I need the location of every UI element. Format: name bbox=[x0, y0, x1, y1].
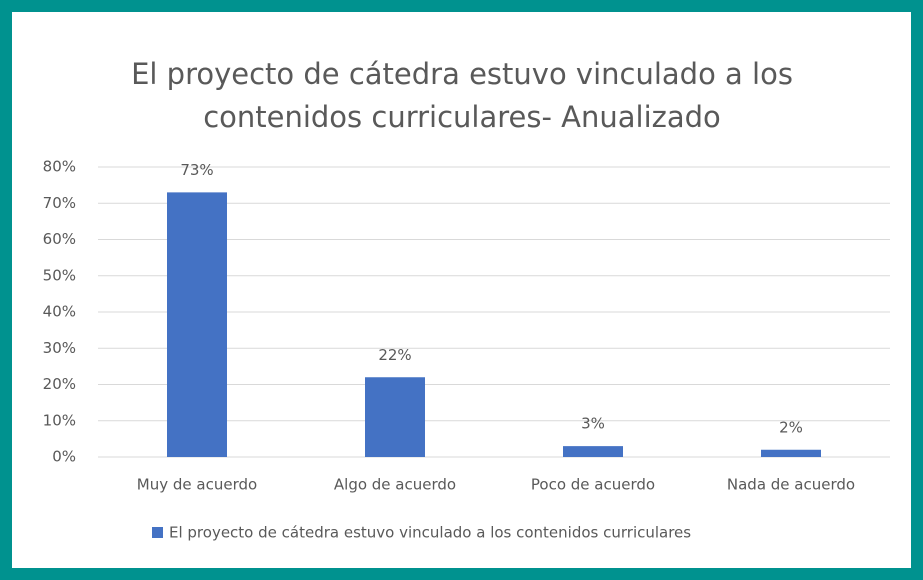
bar bbox=[167, 192, 227, 457]
y-tick-label: 80% bbox=[43, 158, 76, 176]
chart-title: contenidos curriculares- Anualizado bbox=[203, 100, 721, 134]
bar bbox=[365, 377, 425, 457]
y-tick-label: 30% bbox=[43, 339, 76, 357]
data-label: 3% bbox=[581, 415, 605, 433]
legend-label: El proyecto de cátedra estuvo vinculado … bbox=[169, 524, 691, 542]
chart-title: El proyecto de cátedra estuvo vinculado … bbox=[131, 57, 793, 91]
data-label: 73% bbox=[180, 161, 213, 179]
y-tick-label: 70% bbox=[43, 194, 76, 212]
x-tick-label: Algo de acuerdo bbox=[334, 476, 456, 494]
legend-swatch bbox=[152, 527, 163, 538]
bar bbox=[563, 446, 623, 457]
y-tick-label: 20% bbox=[43, 375, 76, 393]
x-tick-label: Nada de acuerdo bbox=[727, 476, 855, 494]
data-label: 22% bbox=[378, 346, 411, 364]
x-tick-label: Poco de acuerdo bbox=[531, 476, 655, 494]
data-label: 2% bbox=[779, 418, 803, 436]
x-tick-label: Muy de acuerdo bbox=[137, 476, 257, 494]
y-tick-label: 0% bbox=[52, 448, 76, 466]
y-tick-label: 50% bbox=[43, 266, 76, 284]
y-tick-label: 40% bbox=[43, 303, 76, 321]
y-tick-label: 10% bbox=[43, 411, 76, 429]
y-tick-label: 60% bbox=[43, 230, 76, 248]
bar bbox=[761, 449, 821, 457]
